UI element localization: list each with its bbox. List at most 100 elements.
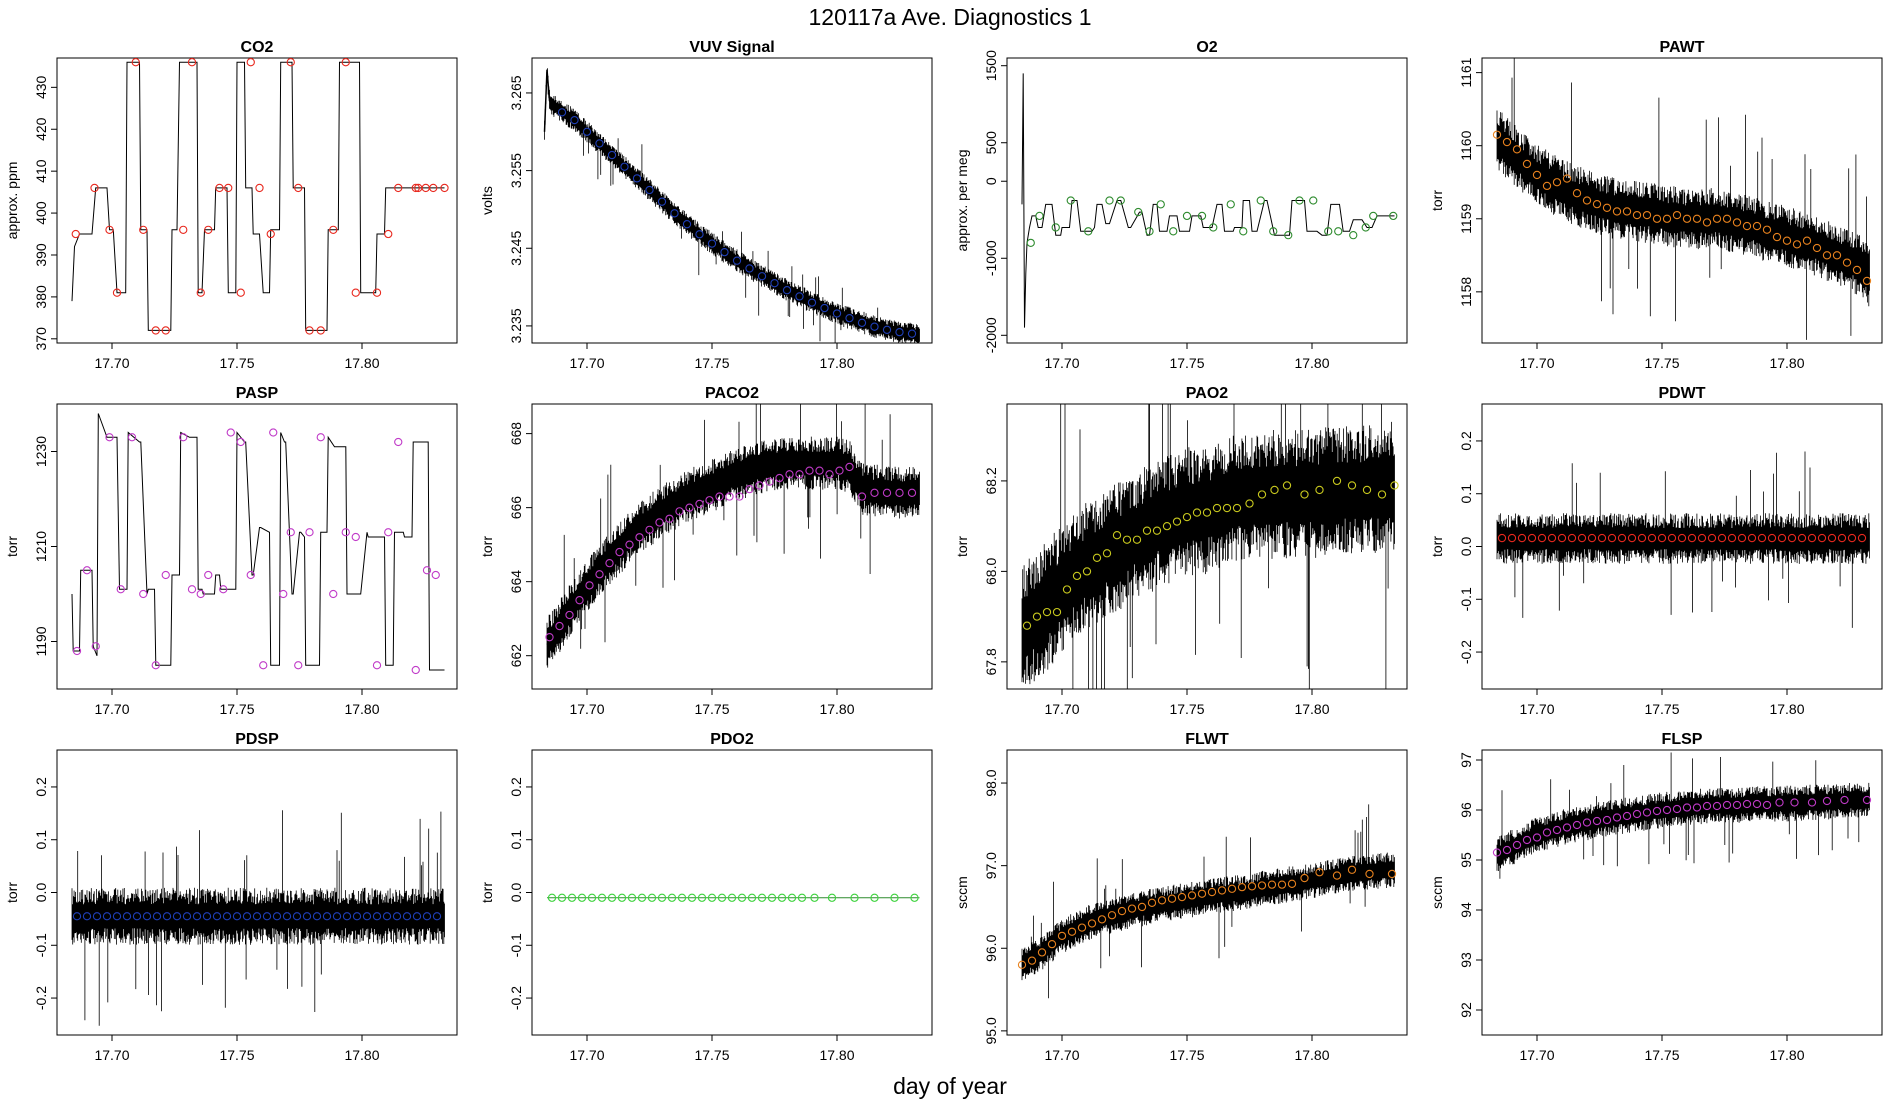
flwt-data-point [1167, 894, 1177, 903]
pdwt-data-point [1767, 533, 1777, 543]
pdsp-data-point [352, 912, 362, 921]
pdo2-plot-area [547, 893, 920, 902]
flwt-data-point [1277, 880, 1287, 889]
pasp-data-point [286, 528, 295, 537]
pao2-data-point [1042, 607, 1052, 617]
vuv-signal-data-point [670, 209, 679, 218]
paco2-data-point [635, 533, 644, 542]
pdsp-data-point [82, 912, 92, 921]
co2-data-point [151, 326, 160, 335]
pdsp-data-point [202, 912, 212, 921]
pawt-data-point [1572, 189, 1582, 198]
o2-data-point [1209, 223, 1218, 232]
flwt-y-tick-label: 97.0 [983, 852, 999, 879]
pdsp-data-point [312, 912, 322, 921]
pdo2-data-point [850, 893, 859, 902]
pasp-data-point [219, 585, 228, 594]
pasp-x-tick-label: 17.70 [94, 701, 129, 717]
paco2-data-point [795, 470, 804, 479]
paco2-data-point [645, 525, 654, 534]
pdwt-data-point [1857, 533, 1867, 543]
pasp-data-point [236, 437, 245, 447]
pdwt-y-tick-label: 0.0 [1458, 537, 1474, 557]
pawt-data-point [1562, 174, 1572, 183]
flwt-x-tick-label: 17.70 [1044, 1047, 1079, 1063]
co2-data-point [255, 183, 264, 193]
paco2-data-point [835, 466, 844, 475]
paco2-data-point [665, 514, 674, 523]
paco2-y-tick-label: 666 [508, 496, 524, 520]
pdo2-data-point [717, 893, 727, 902]
co2-data-point [105, 225, 114, 234]
pao2-data-point [1052, 607, 1062, 617]
flwt-data-point [1077, 923, 1087, 932]
flsp-title: FLSP [1662, 731, 1703, 748]
pdwt-data-point [1497, 533, 1507, 543]
flwt-data-point [1217, 886, 1227, 895]
flsp-data-point [1552, 825, 1562, 835]
pdsp-title: PDSP [235, 731, 279, 748]
pdo2-x-tick-label: 17.70 [569, 1047, 604, 1063]
pao2-data-point [1332, 476, 1342, 486]
flwt-data-point [1315, 868, 1324, 877]
pasp-x-tick-label: 17.80 [344, 701, 379, 717]
pao2-data-point [1390, 481, 1399, 490]
pasp-data-point [372, 661, 382, 670]
flsp-data-point [1862, 795, 1872, 805]
vuv-signal-series-line [543, 69, 920, 336]
pasp-y-axis-label: torr [4, 536, 20, 557]
pdwt-data-point [1777, 533, 1787, 543]
vuv-signal-data-point [757, 272, 767, 281]
pawt-x-tick-label: 17.80 [1769, 355, 1804, 371]
flsp-data-point [1632, 809, 1642, 819]
flsp-data-point [1672, 804, 1682, 814]
o2-y-axis-label: approx. per meg [954, 150, 970, 252]
pao2-data-point [1362, 485, 1372, 495]
vuv-signal-y-tick-label: 3.235 [508, 308, 524, 343]
flsp-data-point [1512, 840, 1522, 850]
pasp-data-point [161, 570, 170, 580]
paco2-data-point [755, 481, 764, 490]
pdwt-data-point [1747, 533, 1757, 543]
pdo2-data-point [737, 893, 747, 902]
pao2-data-point [1082, 567, 1092, 576]
pao2-data-point [1202, 508, 1212, 517]
pawt-data-point [1692, 214, 1702, 223]
pdwt-data-point [1557, 533, 1567, 543]
pdsp-y-tick-label: 0.0 [33, 883, 49, 903]
co2-data-point [384, 229, 393, 239]
paco2-data-point [805, 466, 814, 475]
pasp-x-tick-label: 17.75 [219, 701, 254, 717]
flwt-y-tick-label: 95.0 [983, 1017, 999, 1044]
vuv-signal-data-point [845, 313, 854, 323]
paco2-data-point [715, 492, 724, 501]
pdsp-data-point [222, 912, 232, 921]
pao2-y-tick-label: 68.0 [983, 558, 999, 585]
paco2-data-point [615, 547, 624, 557]
flsp-x-tick-label: 17.80 [1769, 1047, 1804, 1063]
flsp-data-point [1712, 801, 1722, 811]
vuv-signal-data-point [695, 230, 704, 239]
vuv-signal-data-point [645, 185, 654, 195]
pdsp-data-point [212, 912, 222, 921]
pawt-data-point [1832, 251, 1842, 260]
flwt-data-point [1017, 960, 1027, 969]
co2-y-tick-label: 420 [33, 117, 49, 141]
vuv-signal-data-point [857, 318, 867, 327]
flwt-data-point [1287, 879, 1297, 888]
pdwt-data-point [1847, 533, 1857, 543]
o2-data-point [1051, 223, 1060, 232]
pawt-data-point [1842, 258, 1852, 267]
pasp-series-line [71, 413, 445, 671]
flsp-data-point [1652, 806, 1662, 816]
co2-data-point [429, 183, 438, 193]
pao2-data-point [1022, 621, 1032, 630]
pawt-data-point [1782, 236, 1792, 245]
o2-data-point [1256, 196, 1265, 205]
paco2-data-point [785, 470, 794, 479]
paco2-data-point [575, 596, 584, 605]
pdwt-data-point [1697, 533, 1707, 543]
o2-data-point [1197, 211, 1207, 221]
paco2-data-point [565, 610, 574, 620]
o2-y-tick-label: -2000 [983, 317, 999, 353]
